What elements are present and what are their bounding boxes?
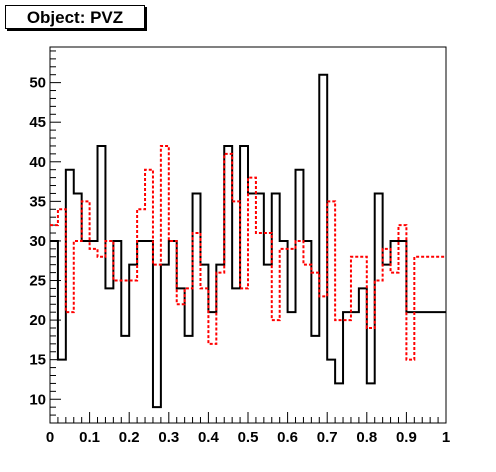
chart-title: Object: PVZ [26, 8, 124, 27]
y-tick-label: 30 [29, 233, 46, 250]
chart-title-box: Object: PVZ [5, 5, 145, 29]
y-tick-label: 35 [29, 193, 46, 210]
x-tick-label: 0.1 [79, 429, 100, 446]
histogram-series-1 [50, 73, 446, 409]
x-tick-label: 0.5 [238, 429, 259, 446]
x-tick-label: 0.6 [277, 429, 298, 446]
histogram-series-2 [50, 144, 446, 361]
y-tick-label: 25 [29, 273, 46, 290]
x-tick-label: 0.7 [317, 429, 338, 446]
y-tick-label: 50 [29, 75, 46, 92]
y-tick-label: 10 [29, 391, 46, 408]
y-axis: 10 15 20 25 30 35 40 45 50 [29, 50, 61, 424]
y-tick-label: 40 [29, 154, 46, 171]
x-tick-label: 0.2 [119, 429, 140, 446]
y-tick-label: 20 [29, 312, 46, 329]
x-axis: 0 0.1 0.2 0.3 0.4 0.5 0.6 0.7 0.8 0.9 1 [46, 412, 450, 446]
series-layer [50, 73, 446, 409]
x-tick-label: 1 [442, 429, 450, 446]
y-tick-label: 45 [29, 114, 46, 131]
x-tick-label: 0.8 [356, 429, 377, 446]
x-tick-label: 0.4 [198, 429, 220, 446]
y-tick-label: 15 [29, 352, 46, 369]
x-tick-label: 0.3 [158, 429, 179, 446]
x-tick-label: 0.9 [396, 429, 417, 446]
x-tick-label: 0 [46, 429, 54, 446]
